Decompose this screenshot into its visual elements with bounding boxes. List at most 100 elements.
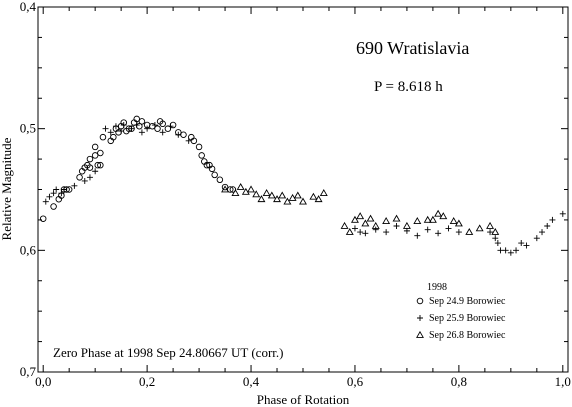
data-point-plus xyxy=(151,122,158,129)
data-point-triangle xyxy=(439,212,448,220)
data-point-triangle xyxy=(278,191,287,199)
data-point-plus xyxy=(383,229,390,236)
data-point-circle xyxy=(149,122,156,130)
data-point-triangle xyxy=(366,214,375,222)
zero-phase-note: Zero Phase at 1998 Sep 24.80667 UT (corr… xyxy=(53,345,283,360)
data-point-circle xyxy=(97,161,104,169)
data-point-plus xyxy=(86,174,93,181)
data-point-circle xyxy=(169,121,177,129)
y-tick-label: 0,5 xyxy=(20,121,36,136)
data-point-triangle xyxy=(236,182,245,190)
data-point-plus xyxy=(518,240,525,247)
data-point-plus xyxy=(393,223,400,229)
data-point-triangle xyxy=(293,191,302,199)
data-point-triangle xyxy=(465,227,474,235)
x-tick-label: 0,4 xyxy=(243,374,260,389)
data-point-plus xyxy=(118,128,125,135)
data-point-circle xyxy=(164,125,172,132)
x-tick-label: 0,2 xyxy=(139,374,155,389)
data-point-plus xyxy=(487,229,494,236)
data-point-triangle xyxy=(247,185,256,193)
data-point-plus xyxy=(53,186,60,193)
chart-title: 690 Wratislavia xyxy=(356,38,469,58)
data-point-plus xyxy=(159,129,166,136)
data-point-triangle xyxy=(252,190,261,198)
data-point-circle xyxy=(221,183,229,191)
data-point-triangle xyxy=(486,221,495,229)
data-point-circle xyxy=(208,165,216,173)
data-point-circle xyxy=(227,186,234,193)
data-point-circle xyxy=(91,152,99,159)
data-point-plus xyxy=(351,225,358,232)
data-point-triangle xyxy=(319,189,328,196)
data-point-circle xyxy=(86,164,94,171)
legend-title: 1998 xyxy=(427,282,447,293)
data-point-plus xyxy=(403,227,410,234)
data-point-circle xyxy=(91,143,99,151)
data-point-plus xyxy=(494,240,501,247)
y-tick-label: 0,6 xyxy=(20,242,37,257)
data-point-plus xyxy=(58,190,65,197)
data-point-plus xyxy=(120,122,127,129)
data-point-plus xyxy=(559,210,566,217)
data-point-triangle xyxy=(314,195,323,203)
data-point-circle xyxy=(133,115,140,123)
data-point-triangle xyxy=(350,215,359,223)
data-point-circle xyxy=(154,125,161,132)
data-point-circle xyxy=(198,152,205,159)
data-point-plus xyxy=(539,229,546,236)
data-point-triangle xyxy=(423,215,432,223)
data-point-plus xyxy=(46,193,53,200)
data-point-plus xyxy=(507,249,514,256)
data-point-plus xyxy=(144,125,151,132)
data-point-plus xyxy=(513,247,520,254)
data-point-circle xyxy=(94,161,102,169)
data-point-plus xyxy=(128,125,135,132)
data-point-circle xyxy=(180,131,187,138)
data-point-plus xyxy=(167,123,174,130)
data-point-circle xyxy=(50,203,57,210)
data-point-circle xyxy=(39,215,47,222)
data-point-triangle xyxy=(454,219,463,227)
data-point-plus xyxy=(81,177,88,184)
data-point-circle xyxy=(195,143,203,151)
data-point-plus xyxy=(112,123,119,130)
legend-label: Sep 24.9 Borowiec xyxy=(429,296,506,307)
data-point-triangle xyxy=(491,227,500,235)
data-point-circle xyxy=(76,174,83,181)
data-point-triangle xyxy=(257,195,266,203)
legend-marker-triangle xyxy=(416,330,424,338)
data-point-triangle xyxy=(288,193,297,201)
data-point-circle xyxy=(203,161,211,169)
data-point-triangle xyxy=(371,221,380,229)
data-point-triangle xyxy=(434,209,443,217)
data-point-plus xyxy=(497,247,504,254)
data-point-plus xyxy=(362,230,369,237)
legend-label: Sep 26.8 Borowiec xyxy=(429,330,506,341)
data-point-circle xyxy=(110,133,117,141)
data-point-triangle xyxy=(356,212,365,220)
data-point-plus xyxy=(523,242,530,249)
data-point-triangle xyxy=(231,189,240,196)
data-point-triangle xyxy=(428,215,437,223)
chart-subtitle: P = 8.618 h xyxy=(374,79,443,95)
data-point-plus xyxy=(133,122,140,129)
data-point-triangle xyxy=(413,217,422,224)
x-axis-label: Phase of Rotation xyxy=(257,392,350,407)
data-point-plus xyxy=(549,216,556,223)
data-point-triangle xyxy=(241,187,250,195)
axis-ticks: 0,0 0,2 0,4 0,6 0,8 1,0 0,4 0,5 0,6 0,7 xyxy=(20,0,571,389)
data-point-circle xyxy=(97,149,104,157)
data-point-plus xyxy=(50,190,57,197)
data-point-plus xyxy=(60,186,67,193)
data-point-triangle xyxy=(283,197,292,205)
data-point-plus xyxy=(533,235,540,242)
data-point-plus xyxy=(372,226,379,233)
y-tick-label: 0,7 xyxy=(20,364,37,379)
y-tick-label: 0,4 xyxy=(20,0,37,14)
x-tick-label: 0,6 xyxy=(347,374,364,389)
data-point-triangle xyxy=(221,185,230,193)
legend-label: Sep 25.9 Borowiec xyxy=(429,313,506,324)
data-point-triangle xyxy=(267,191,276,199)
data-markers xyxy=(39,115,566,256)
